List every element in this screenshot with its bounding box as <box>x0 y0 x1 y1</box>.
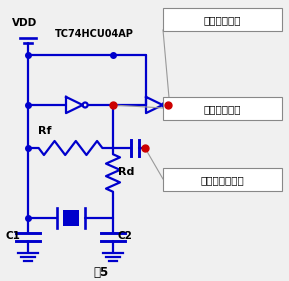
Text: OUT: OUT <box>193 101 219 111</box>
Text: Rf: Rf <box>38 126 51 136</box>
Text: コンデンサ出力: コンデンサ出力 <box>200 176 244 185</box>
Text: VDD: VDD <box>12 18 37 28</box>
Text: C1: C1 <box>6 231 21 241</box>
FancyBboxPatch shape <box>162 167 281 191</box>
Text: Rd: Rd <box>118 167 134 177</box>
Text: 発振段の出力: 発振段の出力 <box>203 105 241 114</box>
Text: バッファ出力: バッファ出力 <box>203 15 241 26</box>
Text: TC74HCU04AP: TC74HCU04AP <box>55 29 134 39</box>
Text: 囵5: 囵5 <box>94 266 109 278</box>
Bar <box>62 210 79 226</box>
FancyBboxPatch shape <box>162 96 281 119</box>
Text: C2: C2 <box>118 231 133 241</box>
FancyBboxPatch shape <box>162 8 281 31</box>
